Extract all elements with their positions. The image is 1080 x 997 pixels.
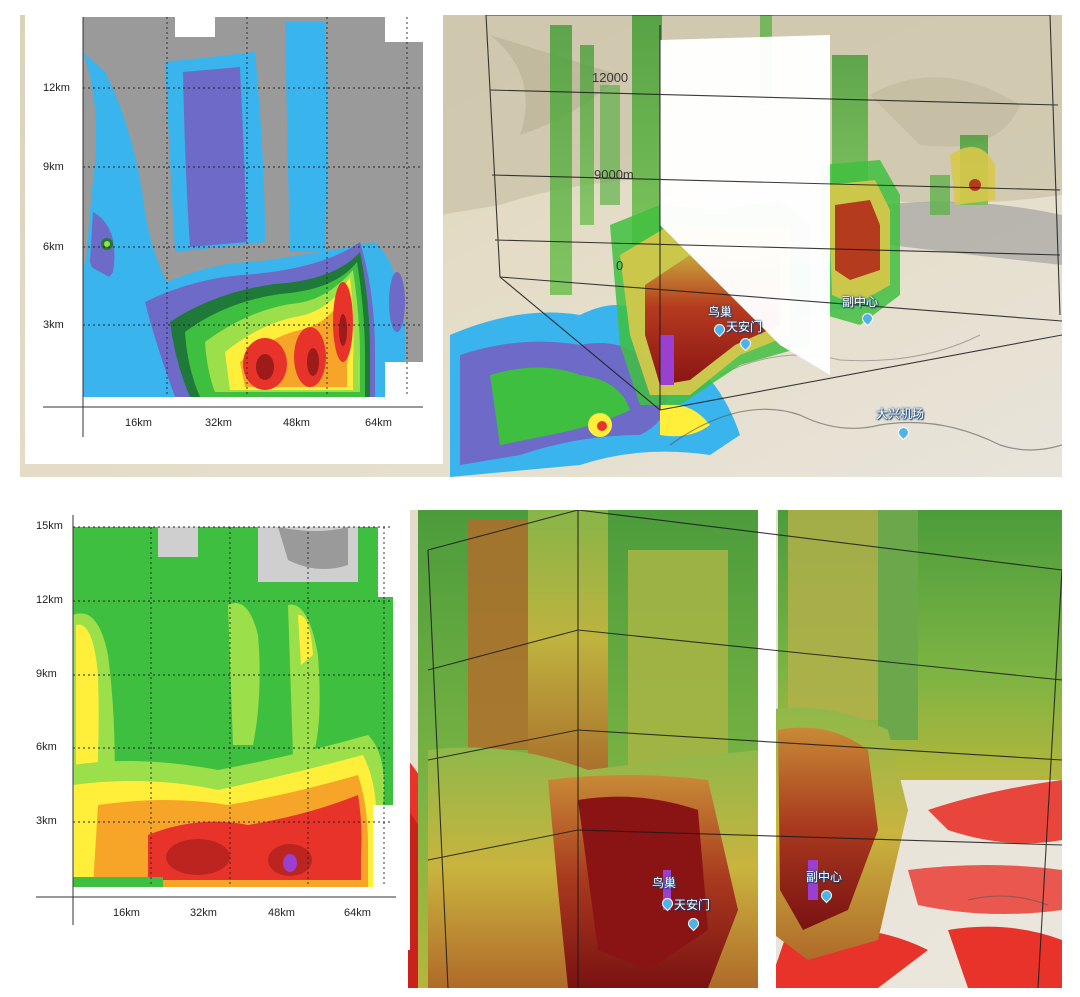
altitude-label-12000: 12000 [592,70,629,85]
x-tick-label: 48km [283,417,310,429]
place-label-fuzhongxin: 副中心 [842,295,879,309]
x-tick-label: 64km [344,907,371,919]
place-label-fuzhongxin: 副中心 [806,870,843,884]
y-tick-label: 12km [43,82,70,94]
x-tick-label: 32km [205,417,232,429]
bottom-cross-section-graphic [36,515,396,925]
y-tick-label: 3km [43,319,64,331]
y-tick-label: 6km [36,741,57,753]
x-tick-label: 48km [268,907,295,919]
place-label-daxing: 大兴机场 [876,407,925,421]
top-cross-section-graphic [43,17,423,437]
bottom-3d-radar-graphic [408,510,1062,988]
y-tick-label: 12km [36,594,63,606]
y-tick-label: 3km [36,815,57,827]
place-label-niaochao: 鸟巢 [708,305,733,319]
altitude-label-0: 0 [616,258,624,273]
x-tick-label: 16km [113,907,140,919]
y-tick-label: 15km [36,520,63,532]
place-label-tiananmen: 天安门 [674,898,711,912]
x-tick-label: 32km [190,907,217,919]
x-tick-label: 16km [125,417,152,429]
bottom-cross-section-panel: 15km 12km 9km 6km 3km 16km 32km 48km 64k… [18,505,410,950]
x-tick-label: 64km [365,417,392,429]
place-label-niaochao: 鸟巢 [652,876,677,890]
bottom-3d-radar-view: 鸟巢 天安门 副中心 [408,510,1062,988]
y-tick-label: 6km [43,241,64,253]
y-tick-label: 9km [43,161,64,173]
altitude-label-9000: 9000m [594,167,634,182]
place-label-tiananmen: 天安门 [726,320,763,334]
top-cross-section-panel: 12km 9km 6km 3km 16km 32km 48km 64km [25,12,443,464]
y-tick-label: 9km [36,668,57,680]
